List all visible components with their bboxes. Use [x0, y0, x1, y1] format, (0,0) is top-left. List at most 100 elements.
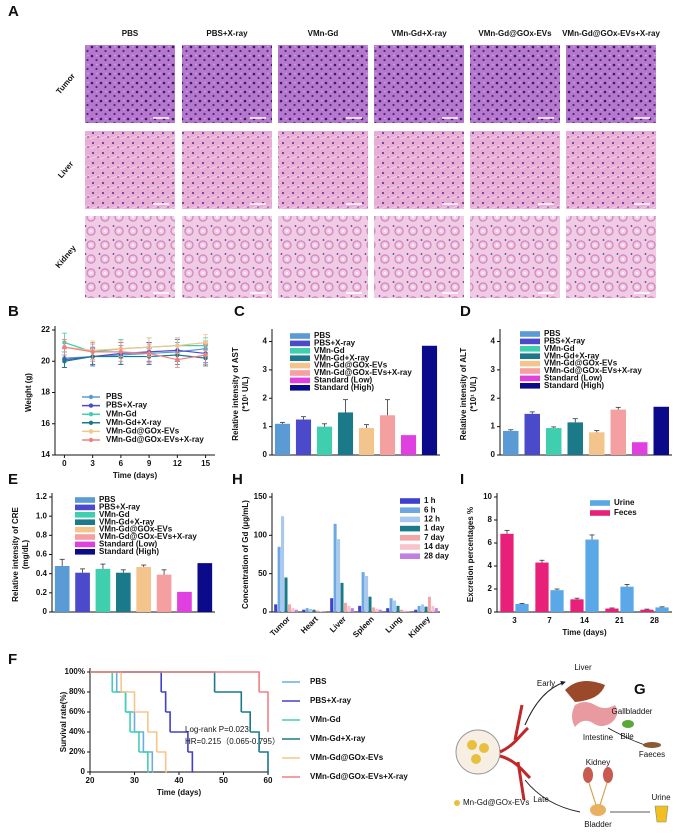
error-bar — [659, 606, 665, 608]
y-tick-label: 100% — [65, 667, 85, 676]
x-tick-label: 28 — [650, 616, 659, 625]
diagram-label: Kidney — [586, 758, 610, 767]
legend-label: VMn-Gd — [544, 344, 575, 353]
y-axis-label: Relative intensity of CRE — [11, 506, 20, 601]
bar — [655, 607, 669, 612]
legend-label: VMn-Gd@GOx-EVs — [310, 753, 384, 762]
bar — [284, 577, 288, 612]
x-tick-label: 6 — [119, 459, 124, 468]
bladder-icon — [590, 804, 606, 816]
column-header: VMn-Gd@GOx-EVs+X-ray — [562, 29, 660, 38]
histology-image — [374, 45, 464, 123]
legend-swatch — [75, 534, 95, 540]
diagram-label: Intestine — [583, 733, 614, 742]
bar — [503, 430, 519, 455]
panel-letter: C — [234, 303, 245, 320]
survival-step — [116, 691, 127, 712]
error-bar — [343, 399, 348, 413]
error-bar — [609, 607, 615, 609]
survival-step — [147, 731, 158, 752]
legend-label: 12 h — [424, 515, 440, 524]
bar — [322, 611, 326, 612]
error-bar — [301, 416, 306, 420]
legend-swatch — [400, 535, 420, 541]
y-tick-label: 8 — [488, 515, 493, 524]
legend-label: VMn-Gd+X-ray — [314, 353, 370, 362]
ev-dot — [467, 740, 477, 750]
diagram-label: Gallbladder — [612, 707, 653, 716]
bar — [295, 419, 312, 455]
bar — [347, 605, 351, 612]
bar — [343, 602, 347, 612]
legend-marker — [88, 420, 94, 425]
x-tick-label: 60 — [264, 776, 273, 785]
y-tick-label: 1 — [263, 422, 268, 431]
bar — [403, 610, 407, 612]
y-tick-label: 0 — [263, 607, 268, 616]
y-axis-label: Survival rate(%) — [59, 691, 68, 752]
x-tick-label: 7 — [547, 616, 552, 625]
column-header: VMn-Gd — [308, 29, 339, 38]
ev-dot — [479, 743, 489, 753]
error-bar — [615, 406, 621, 410]
y-tick-label: 60% — [69, 707, 85, 716]
bar — [316, 426, 333, 455]
bar — [177, 591, 192, 612]
column-header: PBS — [122, 29, 139, 38]
point — [175, 357, 180, 362]
survival-step — [250, 731, 260, 752]
legend-swatch — [520, 360, 540, 367]
bar — [358, 605, 362, 612]
histology-image — [85, 216, 175, 298]
intestine-icon — [572, 702, 618, 727]
point — [90, 349, 95, 355]
legend-label: VMn-Gd — [314, 346, 345, 355]
legend-swatch — [400, 507, 420, 513]
legend-swatch — [520, 368, 540, 374]
error-bar — [364, 424, 369, 429]
arrow — [524, 680, 566, 726]
legend-label: PBS — [106, 392, 123, 401]
diagram-label: Bile — [620, 732, 634, 741]
bar — [379, 415, 396, 455]
bar — [305, 608, 309, 612]
histology-image — [374, 216, 464, 298]
diagram-label: Bladder — [584, 820, 612, 829]
y-tick-label: 0.2 — [36, 588, 48, 597]
faeces-icon — [643, 742, 661, 748]
legend-label: PBS — [314, 331, 331, 340]
survival-step — [130, 731, 140, 752]
error-bar — [280, 421, 285, 424]
point — [203, 352, 208, 358]
kidney-icon — [583, 767, 593, 783]
x-axis-label: Time (days) — [157, 788, 202, 797]
legend-swatch — [75, 512, 95, 518]
x-tick-label: 3 — [512, 616, 517, 625]
error-bar — [385, 399, 390, 416]
legend-label: PBS+X-ray — [99, 503, 141, 512]
x-tick-label: Tumor — [268, 615, 292, 639]
annotation: Log-rank P=0.023 — [185, 725, 249, 734]
x-tick-label: 0 — [62, 459, 67, 468]
bar — [315, 610, 319, 612]
survival-step — [90, 671, 114, 692]
legend-label: VMn-Gd@GOx-EVs — [544, 359, 618, 368]
legend-swatch — [75, 549, 95, 555]
legend-label: Standard (Low) — [314, 376, 373, 385]
legend-marker — [88, 437, 94, 443]
legend-label: VMn-Gd@GOx-EVs+X-ray — [99, 532, 197, 541]
error-bar — [504, 529, 510, 534]
bar — [585, 539, 599, 612]
legend-label: Feces — [614, 508, 637, 517]
y-tick-label: 2 — [488, 584, 493, 593]
point — [175, 343, 180, 348]
point — [62, 359, 67, 364]
diagram-label: Mn-Gd@GOx-EVs — [463, 798, 529, 807]
histology-image — [374, 131, 464, 209]
bar — [281, 516, 285, 612]
panel-letter: F — [8, 651, 17, 668]
point — [62, 344, 67, 350]
bar — [197, 563, 213, 612]
y-axis-label: (mg/dL) — [21, 540, 30, 570]
survival-step — [125, 711, 131, 732]
